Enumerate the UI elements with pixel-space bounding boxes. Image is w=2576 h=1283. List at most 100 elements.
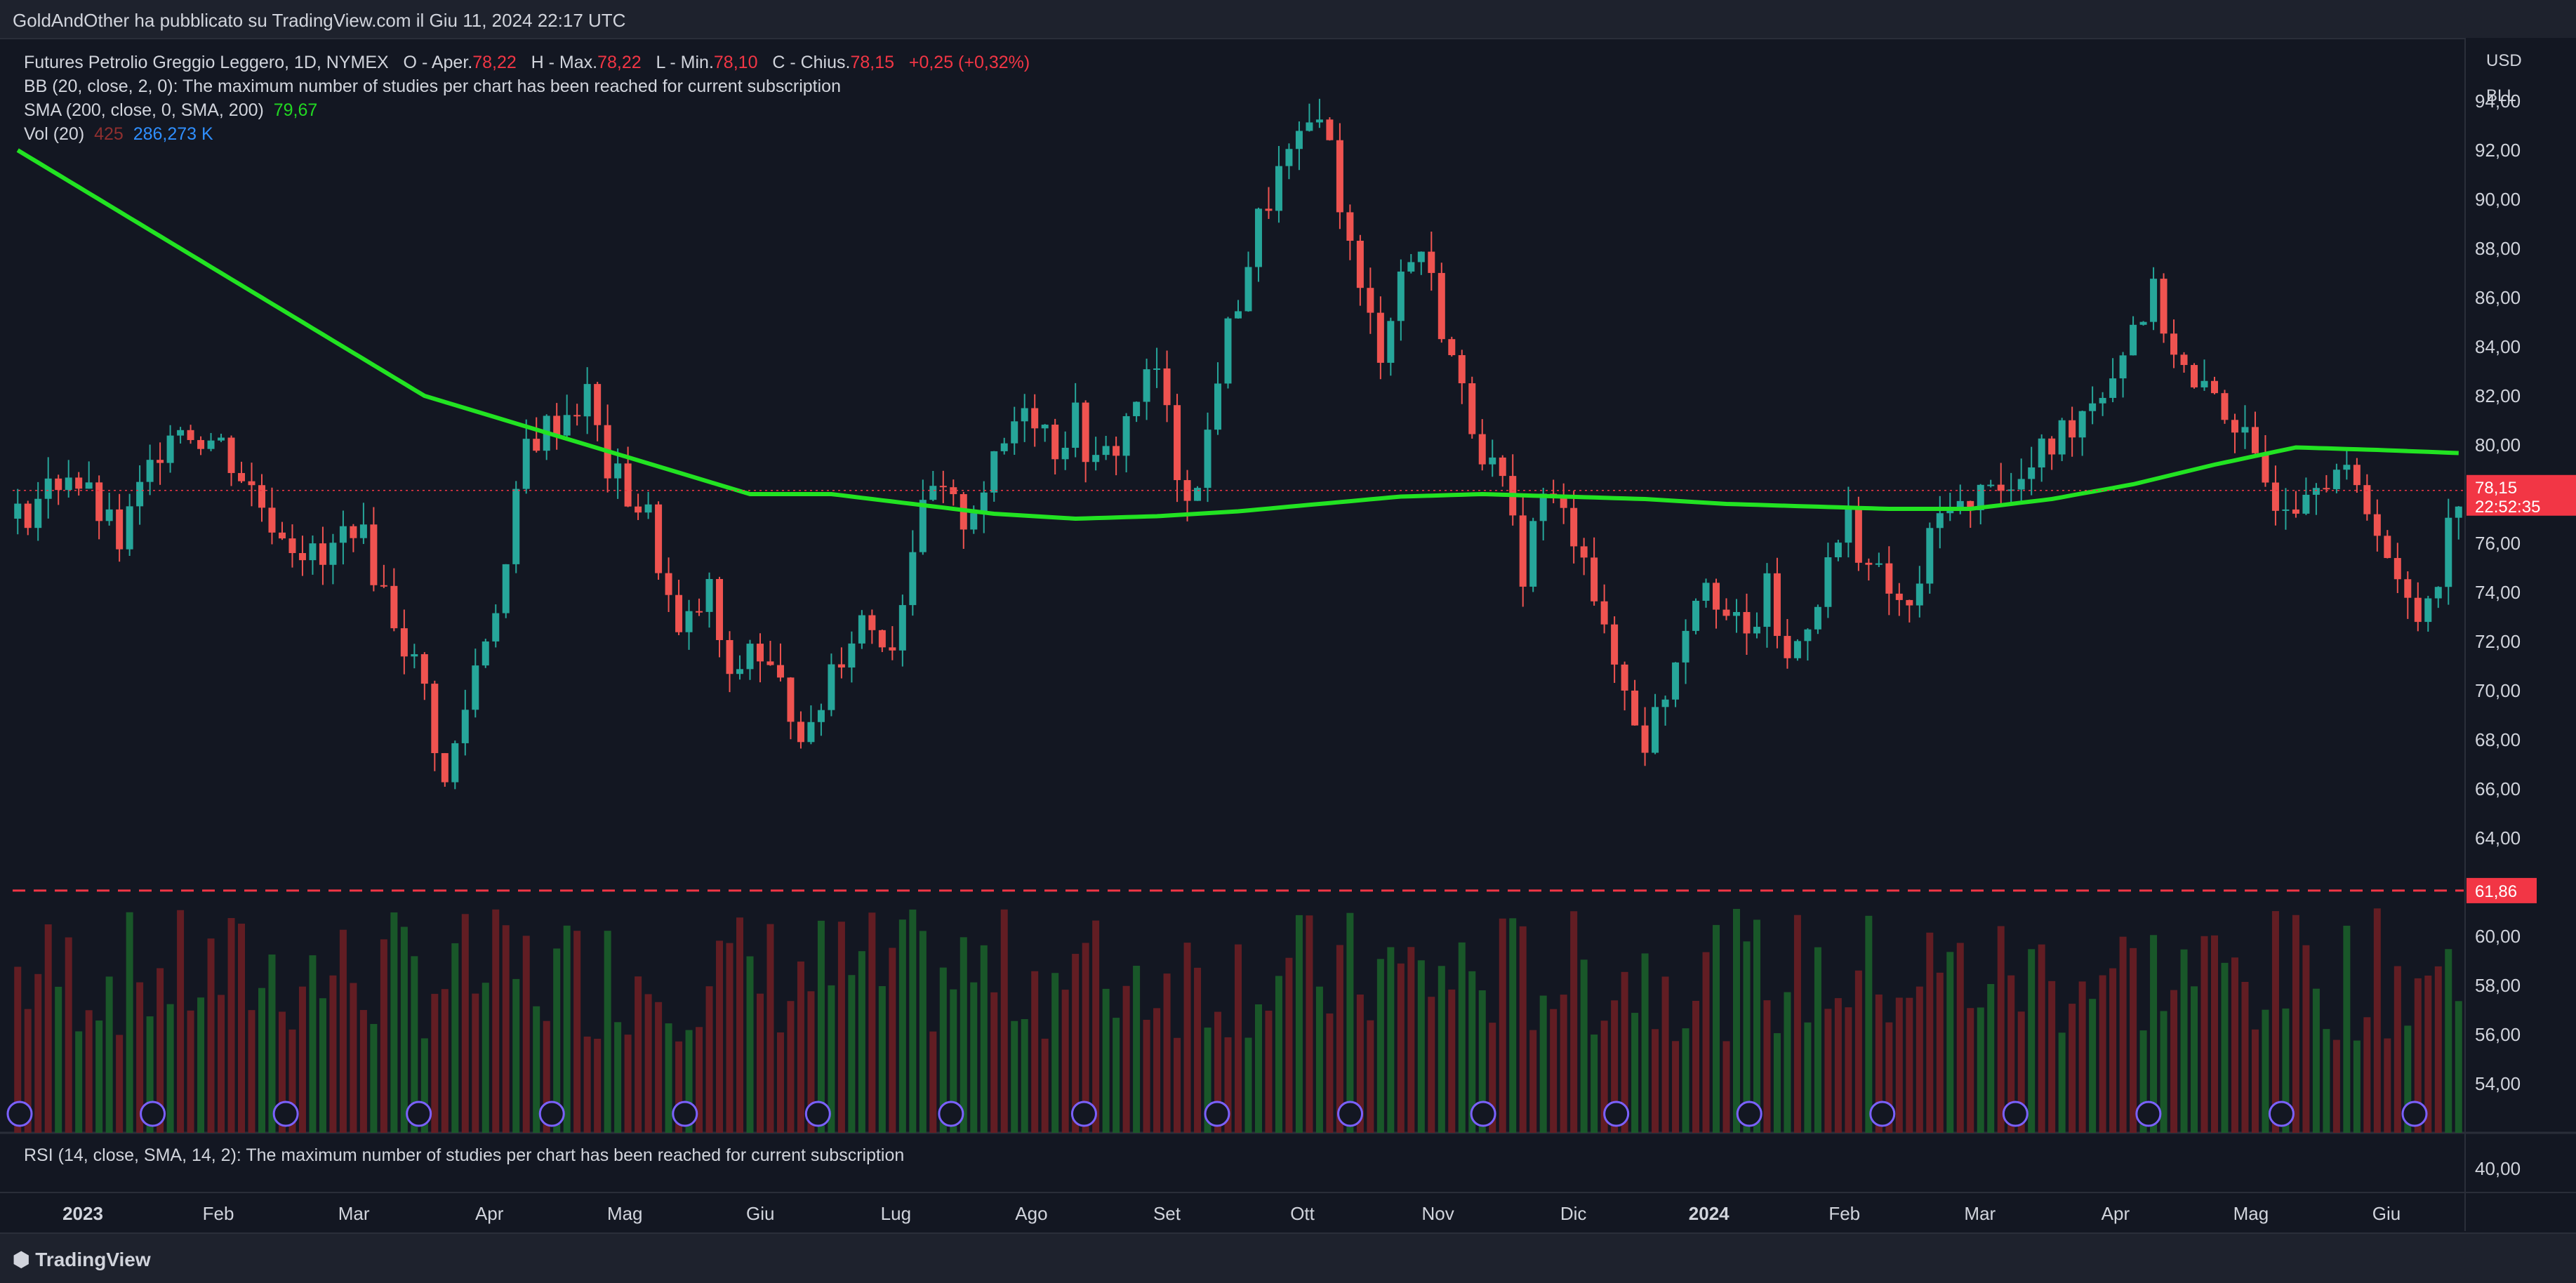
event-marker-icon (938, 1101, 964, 1127)
candle-body (1082, 402, 1089, 463)
volume-bar (2262, 1009, 2269, 1133)
x-tick-label: Mar (338, 1203, 370, 1224)
candle-body (2170, 333, 2178, 355)
volume-bar (1591, 1035, 1598, 1133)
candle-body (2282, 509, 2290, 511)
volume-bar (1295, 915, 1303, 1133)
event-marker-icon (1337, 1101, 1364, 1127)
volume-bar (1417, 960, 1425, 1133)
candle-body (166, 435, 174, 463)
volume-bar (2170, 990, 2178, 1133)
volume-bar (1489, 1023, 1496, 1133)
candle-body (675, 594, 683, 632)
candle-body (685, 611, 693, 632)
volume-bar (2353, 1040, 2361, 1133)
volume-bar (2191, 986, 2198, 1133)
x-tick-label: Lug (881, 1203, 911, 1224)
x-tick-label: Ott (1290, 1203, 1315, 1224)
volume-bar (909, 909, 917, 1133)
candle-body (2394, 558, 2401, 580)
candle-body (411, 654, 418, 657)
candle-body (1977, 484, 1984, 510)
volume-bar (960, 937, 967, 1133)
candle-body (929, 486, 937, 500)
candle-body (1417, 251, 1425, 262)
volume-bar (1265, 1010, 1273, 1133)
volume-bar (1804, 1022, 1812, 1133)
candle-body (1428, 251, 1435, 273)
volume-bar (512, 978, 520, 1133)
legend-sma-row[interactable]: SMA (200, close, 0, SMA, 200) 79,67 (24, 98, 1030, 122)
publish-text: GoldAndOther ha pubblicato su TradingVie… (13, 10, 626, 31)
candle-body (2271, 482, 2279, 511)
volume-bar (359, 1010, 367, 1133)
candle-body (553, 416, 561, 436)
candle-body (238, 472, 246, 481)
legend-vol-row[interactable]: Vol (20) 425 286,273 K (24, 122, 1030, 146)
candle-body (950, 487, 957, 495)
volume-bar (370, 1023, 378, 1133)
chart-area[interactable]: 94,00 92,00 90,00 88,00 86,00 84,00 82,00 80,00… (0, 38, 2576, 1231)
candle-body (1489, 457, 1496, 465)
candle-body (1163, 368, 1171, 406)
candle-body (522, 439, 530, 489)
candle-body (85, 482, 93, 489)
currency-selector[interactable]: USD BLL (2478, 44, 2555, 114)
x-tick-label: Mag (607, 1203, 643, 1224)
vol-label: Vol (20) (24, 124, 85, 144)
legend-bb-row[interactable]: BB (20, close, 2, 0): The maximum number… (24, 77, 841, 96)
event-marker-icon (2401, 1101, 2428, 1127)
price-chart[interactable]: 94,00 92,00 90,00 88,00 86,00 84,00 82,00 80,00… (0, 38, 2576, 1231)
candle-body (970, 513, 978, 530)
y-tick-label: 82,00 (2475, 385, 2521, 406)
volume-bar (1092, 920, 1100, 1133)
y-tick-label: 54,00 (2475, 1073, 2521, 1094)
candle-body (146, 460, 154, 482)
volume-bar (1214, 1011, 1222, 1133)
candle-body (197, 439, 205, 449)
volume-bar (2139, 1030, 2147, 1133)
volume-bar (350, 983, 357, 1133)
event-marker-icon (1869, 1101, 1896, 1127)
volume-bar (614, 1022, 622, 1133)
high-value: 78,22 (597, 53, 642, 72)
change-value: +0,25 (+0,32%) (908, 53, 1030, 72)
price-badge-countdown: 22:52:35 (2475, 498, 2540, 517)
volume-bar (2424, 975, 2432, 1133)
candle-body (1478, 434, 1486, 465)
volume-bar (2414, 978, 2422, 1133)
volume-bar (1631, 1013, 1639, 1133)
volume-bar (420, 1038, 428, 1133)
event-marker-icon (6, 1101, 33, 1127)
open-label: O - Aper. (403, 53, 473, 72)
candle-body (858, 615, 865, 644)
volume-bar (2363, 1017, 2371, 1133)
volume-bar (2251, 1029, 2259, 1133)
volume-bar (2038, 944, 2045, 1133)
currency-lot[interactable]: BLL (2486, 86, 2516, 105)
volume-bar (472, 993, 479, 1133)
candle-body (1641, 725, 1649, 753)
rsi-legend[interactable]: RSI (14, close, SMA, 14, 2): The maximum… (24, 1145, 905, 1165)
volume-bar (2241, 981, 2249, 1133)
volume-bar (1854, 970, 1862, 1133)
candle-body (1235, 311, 1242, 319)
candle-body (1661, 699, 1669, 707)
volume-bar (1977, 1007, 1984, 1133)
candle-body (177, 430, 185, 436)
volume-bar (1336, 945, 1343, 1133)
volume-bar (828, 985, 835, 1133)
candle-body (1814, 606, 1821, 630)
candle-body (787, 677, 795, 722)
candle-body (1224, 318, 1232, 384)
currency-unit[interactable]: USD (2486, 51, 2522, 70)
volume-bar (85, 1010, 93, 1133)
candle-body (1997, 484, 2005, 491)
candle-body (431, 684, 439, 754)
volume-bar (2455, 1001, 2462, 1133)
tradingview-logo[interactable]: ⬢ TradingView (13, 1248, 151, 1271)
volume-bar (1061, 990, 1069, 1133)
volume-bar (644, 994, 652, 1133)
volume-bar (522, 936, 530, 1133)
volume-bar (1845, 1007, 1852, 1133)
